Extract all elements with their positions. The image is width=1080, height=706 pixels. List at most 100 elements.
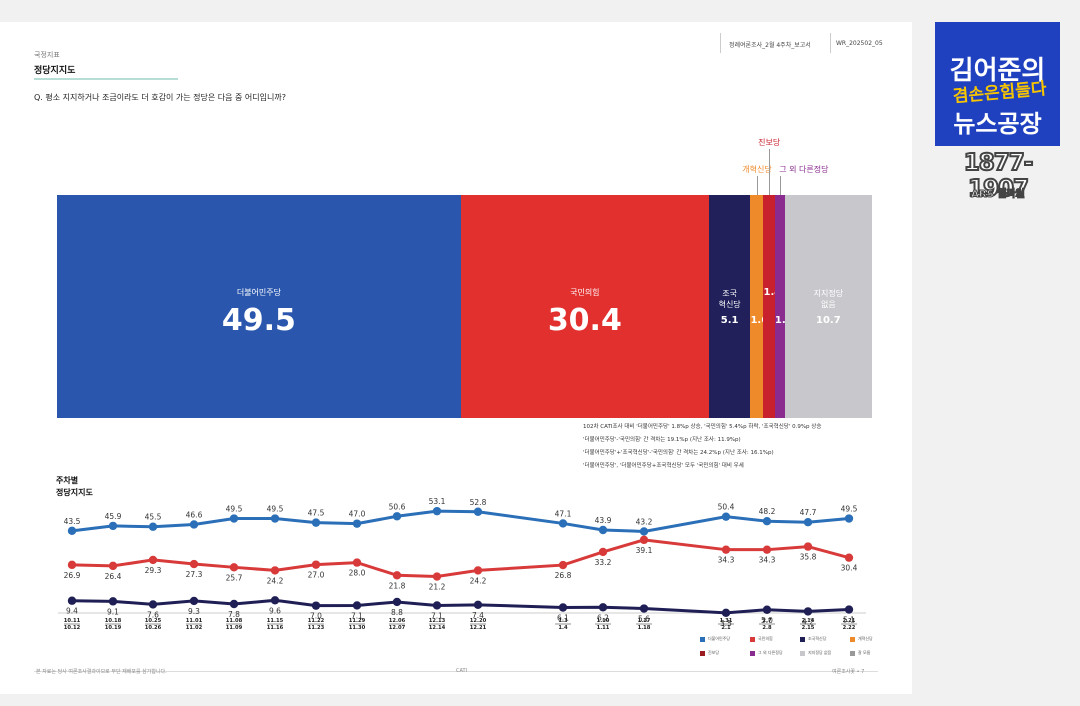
data-label: 24.2 bbox=[267, 576, 284, 585]
data-point bbox=[762, 545, 772, 554]
data-point bbox=[352, 601, 362, 610]
series-line bbox=[71, 509, 850, 533]
news-factory-logo: 김어준의 겸손은힘들다 뉴스공장 bbox=[935, 22, 1060, 146]
data-point bbox=[432, 506, 442, 516]
data-point bbox=[598, 525, 608, 535]
data-point bbox=[473, 600, 483, 610]
analysis-notes: 102차 CATI조사 대비 '더불어민주당' 1.8%p 상승, '국민의힘'… bbox=[583, 421, 821, 473]
bar-segment-5: 1.4 bbox=[763, 195, 781, 418]
x-tick-label: 12.13 bbox=[429, 618, 446, 624]
data-point bbox=[392, 597, 402, 607]
bar-segment-7: 지지정당 없음 10.7 bbox=[784, 195, 872, 418]
data-point bbox=[762, 516, 772, 526]
bar-segment-label: 더불어민주당 bbox=[236, 288, 281, 297]
data-point bbox=[721, 512, 731, 521]
data-label: 46.6 bbox=[186, 510, 203, 519]
x-tick-label: 11.30 bbox=[349, 625, 366, 631]
section-label: 국정지표 bbox=[34, 51, 60, 59]
data-label: 53.1 bbox=[429, 497, 446, 506]
data-label: 26.9 bbox=[64, 571, 81, 580]
data-label: 43.9 bbox=[595, 516, 612, 525]
legend-label: 지지정당 없음 bbox=[808, 650, 832, 655]
data-point bbox=[803, 518, 813, 527]
legend-swatch bbox=[750, 636, 755, 642]
legend-item: 조국혁신당 bbox=[800, 636, 826, 642]
data-point bbox=[721, 545, 731, 554]
x-tick-label: 2.7 bbox=[762, 618, 772, 624]
data-point bbox=[392, 571, 402, 580]
data-point bbox=[189, 596, 199, 606]
data-label: 4.2 bbox=[802, 617, 814, 626]
data-point bbox=[844, 553, 854, 562]
bar-segment-value: 5.1 bbox=[720, 315, 739, 326]
data-point bbox=[352, 558, 362, 567]
data-point bbox=[598, 547, 608, 557]
data-point bbox=[67, 560, 77, 570]
data-point bbox=[762, 605, 772, 614]
data-label: 33.2 bbox=[595, 558, 612, 567]
legend-item: 그 외 다른정당 bbox=[750, 650, 783, 656]
bar-callout-label: 개혁신당 bbox=[742, 165, 772, 174]
legend-item: 지지정당 없음 bbox=[800, 650, 831, 656]
bar-callout-label: 진보당 bbox=[758, 138, 781, 147]
data-label: 26.4 bbox=[105, 572, 122, 581]
footer-page: 여론조사꽃 • 7 bbox=[832, 669, 865, 675]
data-label: 5.6 bbox=[638, 615, 650, 624]
data-label: 9.1 bbox=[107, 607, 119, 616]
x-tick-label: 2.21 bbox=[843, 618, 856, 624]
data-point bbox=[432, 601, 442, 610]
data-point bbox=[558, 603, 568, 612]
header-divider bbox=[830, 33, 831, 53]
data-label: 39.1 bbox=[636, 546, 653, 555]
data-label: 49.5 bbox=[841, 505, 858, 514]
data-point bbox=[558, 519, 568, 528]
data-label: 49.5 bbox=[267, 505, 284, 514]
data-label: 6.2 bbox=[597, 613, 609, 622]
x-tick-label: 12.07 bbox=[389, 625, 406, 631]
title-underline bbox=[34, 78, 178, 80]
data-point bbox=[189, 559, 199, 569]
data-label: 34.3 bbox=[759, 556, 776, 565]
data-label: 6.1 bbox=[557, 613, 569, 622]
x-tick-label: 2.22 bbox=[843, 625, 856, 631]
data-point bbox=[270, 566, 280, 575]
legend-swatch bbox=[700, 650, 705, 656]
x-tick-label: 1.31 bbox=[720, 618, 733, 624]
data-point bbox=[148, 522, 158, 531]
page-title: 정당지지도 bbox=[34, 66, 76, 76]
data-label: 27.0 bbox=[308, 571, 325, 580]
line-chart-title: 주차별 정당지지도 bbox=[56, 475, 93, 499]
bar-segment-value: 1.6 bbox=[750, 315, 769, 326]
bar-segment-2: 국민의힘 30.4 bbox=[460, 195, 709, 418]
data-point bbox=[352, 519, 362, 528]
bar-segment-label: 국민의힘 bbox=[570, 288, 600, 297]
data-point bbox=[229, 599, 239, 609]
legend-item: 개혁신당 bbox=[850, 636, 873, 642]
logo-text-bottom: 뉴스공장 bbox=[953, 110, 1042, 138]
footer-method: CATI bbox=[456, 668, 468, 674]
data-label: 9.4 bbox=[66, 607, 78, 616]
data-label: 28.0 bbox=[349, 569, 366, 578]
x-tick-label: 1.17 bbox=[638, 618, 651, 624]
data-label: 35.8 bbox=[800, 553, 817, 562]
x-tick-label: 11.02 bbox=[186, 625, 203, 631]
data-point bbox=[270, 596, 280, 605]
data-label: 45.5 bbox=[145, 513, 162, 522]
data-label: 24.2 bbox=[470, 576, 487, 585]
note-line: '더불어민주당'+'조국혁신당'-'국민의힘' 간 격차는 24.2%p (지난… bbox=[583, 450, 774, 456]
data-label: 7.6 bbox=[147, 610, 159, 619]
data-label: 5.0 bbox=[761, 616, 773, 625]
data-point bbox=[803, 542, 813, 551]
data-point bbox=[311, 601, 321, 610]
bar-callout-line bbox=[769, 149, 771, 195]
bar-callout-line bbox=[779, 176, 781, 195]
x-tick-label: 11.15 bbox=[267, 618, 284, 624]
series-line bbox=[71, 598, 850, 615]
bar-segment-6: 1.2 bbox=[774, 195, 793, 418]
line-chart-title-line: 정당지지도 bbox=[56, 488, 93, 497]
legend-label: 조국혁신당 bbox=[808, 636, 827, 641]
data-point bbox=[639, 527, 649, 536]
data-point bbox=[67, 596, 77, 605]
x-tick-label: 2.14 bbox=[802, 618, 815, 624]
ars-label: ARS 웹파일 bbox=[971, 189, 1026, 201]
